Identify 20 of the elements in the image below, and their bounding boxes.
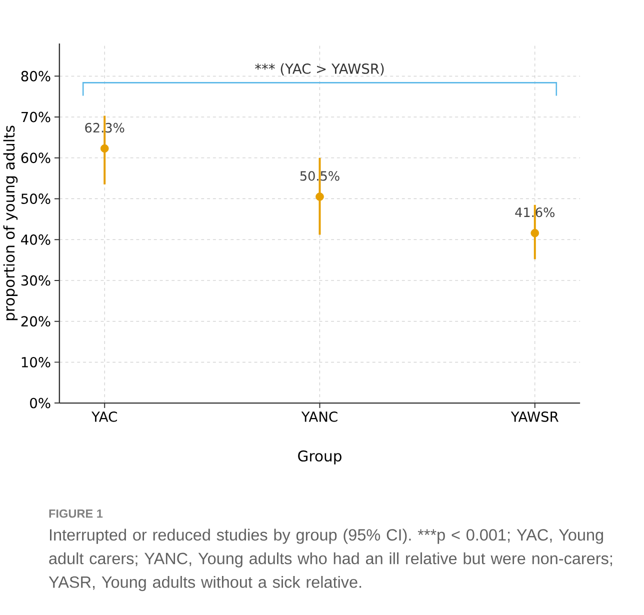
y-tick-label: 30% [21,275,50,286]
y-tick-label: 70% [22,112,50,122]
y-axis-title: proportion of young adults [3,126,18,320]
y-tick-label: 20% [21,316,50,326]
y-tick-label: 10% [22,356,50,368]
point [316,192,324,201]
y-tick-label: 40% [21,234,50,245]
y-tick-label: 0% [30,398,50,408]
y-tick-label: 50% [21,193,50,204]
text: Interrupted or reduced studies by group (95% CI). ***p < 0.001; YAC, Young adult carers; YANC, Young adults who had an ill relative but were non-carers; YASR, Young adults without a sick relative. [48,528,612,591]
x-tick-label: YAWSR [510,411,558,422]
y-tick-label: 80% [21,70,50,82]
caption: FIGURE 1 [49,509,103,518]
x-tick-label: YANC [301,411,338,422]
point [100,144,109,152]
annotation: *** (YAC > YAWSR) [255,63,384,76]
y-tick-label: 60% [21,152,50,163]
x-axis-title: Group [298,450,342,464]
point [530,228,540,237]
x-tick-label: YAC [91,411,117,422]
